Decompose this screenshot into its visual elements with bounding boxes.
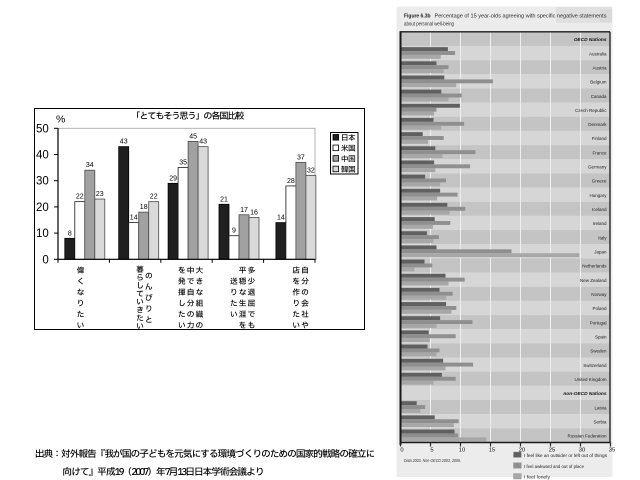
- svg-text:Serbia: Serbia: [593, 419, 607, 424]
- svg-text:Percentage of 15 year-olds agr: Percentage of 15 year-olds agreeing with…: [435, 13, 607, 19]
- svg-text:non-OECD Nations: non-OECD Nations: [563, 391, 607, 397]
- svg-text:0: 0: [42, 254, 48, 266]
- svg-text:14: 14: [277, 215, 285, 222]
- svg-text:37: 37: [297, 154, 305, 161]
- svg-text:%: %: [56, 114, 65, 126]
- svg-text:16: 16: [250, 209, 258, 216]
- svg-text:about personal well-being: about personal well-being: [404, 21, 454, 27]
- svg-text:15: 15: [489, 447, 495, 453]
- svg-text:Denmark: Denmark: [588, 122, 607, 127]
- svg-text:Finland: Finland: [592, 136, 607, 141]
- svg-text:20: 20: [519, 447, 525, 453]
- svg-text:France: France: [592, 150, 607, 155]
- svg-text:Figure 6.3b: Figure 6.3b: [404, 13, 431, 19]
- svg-text:Belgium: Belgium: [590, 80, 607, 85]
- svg-text:50: 50: [36, 123, 49, 135]
- svg-text:I feel lonely: I feel lonely: [524, 475, 551, 480]
- svg-text:0: 0: [400, 447, 403, 453]
- svg-text:Norway: Norway: [591, 292, 607, 297]
- svg-text:35: 35: [609, 447, 615, 453]
- svg-text:I feel like an outsider or lef: I feel like an outsider or left out of t…: [524, 453, 608, 459]
- svg-text:Italy: Italy: [598, 235, 607, 240]
- svg-text:I feel awkward and out of plac: I feel awkward and out of place: [524, 464, 584, 470]
- svg-text:Sweden: Sweden: [590, 349, 607, 354]
- svg-text:Hungary: Hungary: [589, 193, 607, 198]
- svg-text:43: 43: [120, 139, 128, 146]
- svg-text:14: 14: [130, 215, 138, 222]
- svg-text:Japan: Japan: [594, 250, 607, 255]
- svg-text:35: 35: [179, 160, 187, 167]
- svg-text:Austria: Austria: [592, 65, 607, 70]
- svg-text:22: 22: [150, 194, 158, 201]
- svg-text:22: 22: [76, 194, 84, 201]
- svg-text:Portugal: Portugal: [590, 320, 607, 325]
- svg-text:45: 45: [189, 133, 197, 140]
- svg-text:Greece: Greece: [592, 179, 607, 184]
- svg-text:United Kingdom: United Kingdom: [574, 377, 606, 382]
- svg-text:20: 20: [36, 202, 49, 214]
- svg-text:Russian Federation: Russian Federation: [567, 434, 607, 439]
- svg-text:Canada: Canada: [591, 94, 607, 99]
- svg-text:Spain: Spain: [595, 335, 607, 340]
- svg-text:Australia: Australia: [589, 51, 607, 56]
- svg-text:29: 29: [169, 175, 177, 182]
- svg-text:32: 32: [307, 167, 315, 174]
- svg-text:30: 30: [36, 176, 49, 188]
- svg-text:23: 23: [96, 191, 104, 198]
- svg-text:Ireland: Ireland: [593, 221, 607, 226]
- svg-text:9: 9: [232, 228, 236, 235]
- svg-text:43: 43: [199, 139, 207, 146]
- svg-text:10: 10: [459, 447, 465, 453]
- svg-text:30: 30: [579, 447, 585, 453]
- svg-text:8: 8: [68, 230, 72, 237]
- svg-text:OECD Nations: OECD Nations: [574, 37, 607, 43]
- svg-text:Iceland: Iceland: [592, 207, 607, 212]
- svg-text:Poland: Poland: [592, 306, 607, 311]
- svg-text:10: 10: [36, 228, 49, 240]
- svg-text:Netherlands: Netherlands: [582, 264, 607, 269]
- svg-text:Germany: Germany: [588, 165, 607, 170]
- svg-text:5: 5: [430, 447, 433, 453]
- svg-text:Switzerland: Switzerland: [583, 363, 607, 368]
- svg-text:28: 28: [287, 178, 295, 185]
- svg-text:21: 21: [220, 196, 228, 203]
- svg-text:25: 25: [549, 447, 555, 453]
- svg-text:Data 2003. Non-OECD 2003, 2006: Data 2003. Non-OECD 2003, 2006.: [404, 458, 461, 463]
- svg-text:18: 18: [140, 204, 148, 211]
- svg-text:Czech Republic: Czech Republic: [575, 108, 607, 113]
- svg-text:40: 40: [36, 150, 49, 162]
- svg-text:Latvia: Latvia: [594, 405, 607, 410]
- svg-text:34: 34: [86, 162, 94, 169]
- svg-text:17: 17: [240, 207, 248, 214]
- svg-text:New Zealand: New Zealand: [580, 278, 607, 283]
